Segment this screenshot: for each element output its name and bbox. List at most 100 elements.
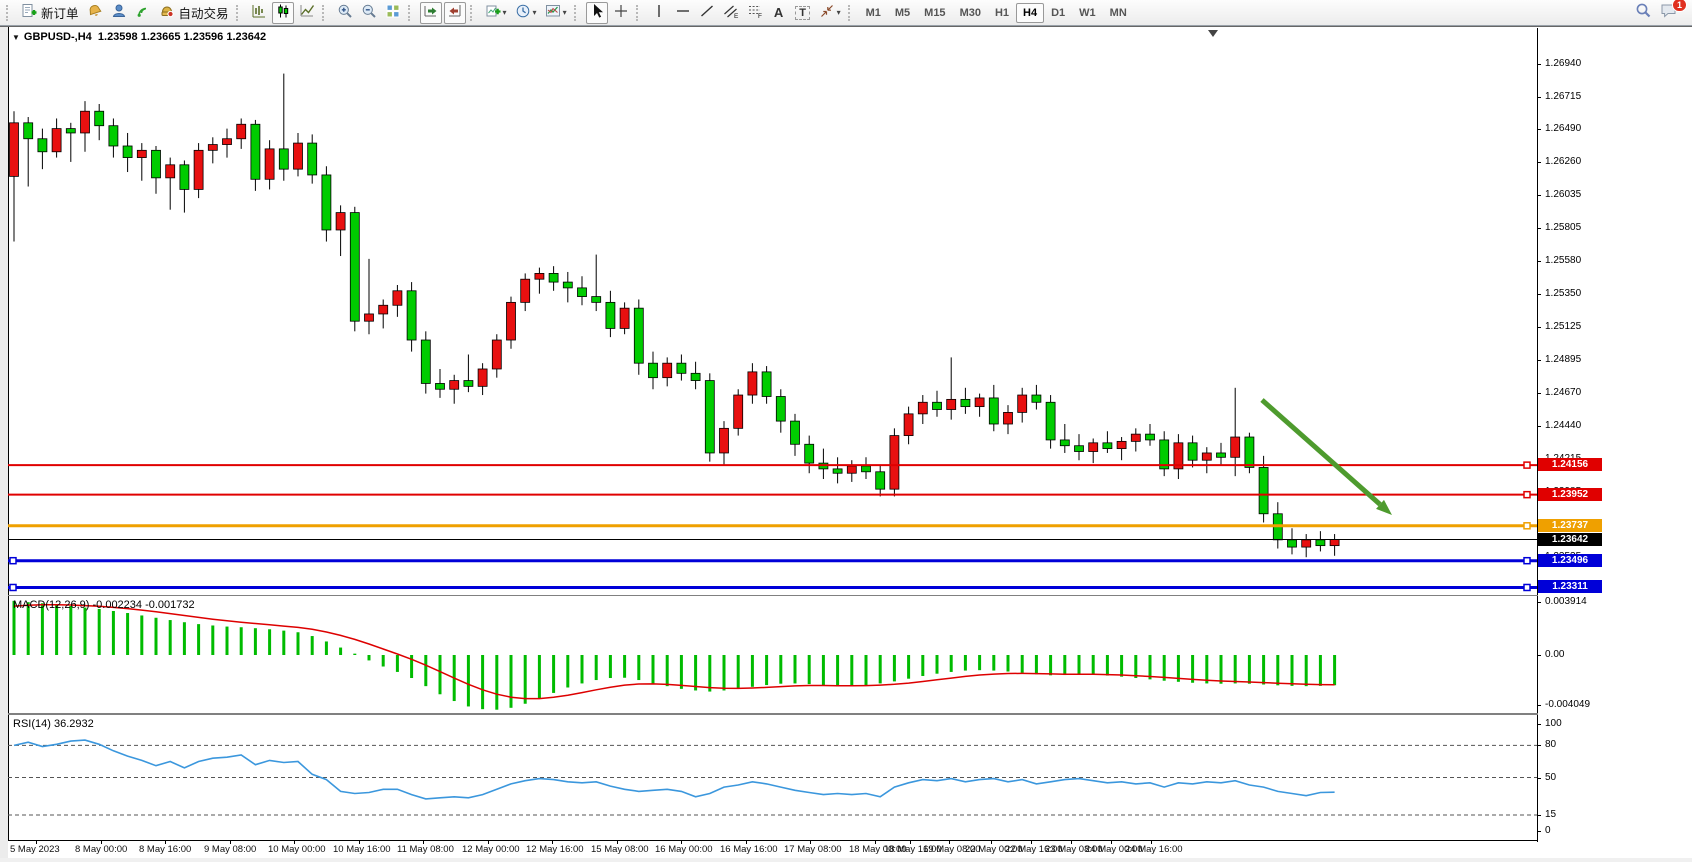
macd-bar [353, 653, 357, 655]
macd-tick-label: 0.003914 [1545, 596, 1587, 607]
macd-bar [708, 655, 712, 692]
cursor-button[interactable] [585, 1, 608, 24]
price-tick-label: 1.26035 [1545, 189, 1582, 201]
macd-bar [253, 628, 257, 655]
timeframe-button-m15[interactable]: M15 [917, 3, 952, 23]
community-button[interactable] [108, 2, 130, 24]
auto-trading-button[interactable]: 自动交易 [156, 2, 232, 24]
macd-pane[interactable] [8, 596, 1537, 713]
vertical-line-button[interactable] [648, 2, 670, 24]
macd-tick-label: 0.00 [1545, 649, 1565, 660]
zoom-in-button[interactable] [334, 2, 356, 24]
macd-bar [69, 605, 73, 655]
text-button[interactable]: A [768, 2, 790, 24]
price-axis[interactable]: 1.26940 1.26715 1.26490 1.26260 1.26035 1.258… [1537, 28, 1692, 842]
macd-bar [907, 655, 911, 679]
bar-chart-button[interactable] [248, 2, 270, 24]
equidistant-channel-button[interactable]: E [720, 2, 742, 24]
price-tick-label: 1.24895 [1545, 354, 1582, 366]
text-label-button[interactable]: T [792, 2, 814, 24]
macd-bar [665, 655, 669, 687]
auto-trading-icon [159, 3, 175, 22]
search-icon [1635, 2, 1652, 22]
macd-bar [1148, 655, 1152, 680]
candle-down [23, 122, 34, 140]
price-tick [1537, 294, 1541, 296]
timeframe-button-mn[interactable]: MN [1103, 3, 1134, 23]
search-button[interactable] [1632, 1, 1655, 23]
svg-text:E: E [734, 13, 739, 19]
crosshair-button[interactable] [610, 2, 632, 24]
macd-bar [1233, 655, 1237, 684]
new-order-button[interactable]: 新订单 [18, 2, 82, 24]
macd-bar [381, 655, 385, 667]
candle-up [662, 362, 673, 379]
trendline-button[interactable] [696, 2, 718, 24]
candle-down [1216, 452, 1226, 458]
macd-bar [1262, 655, 1266, 685]
horizontal-line-button[interactable] [672, 2, 694, 24]
line-price-label: 1.23496 [1538, 553, 1602, 567]
time-axis[interactable]: 5 May 2023 8 May 00:00 8 May 16:00 9 May 08… [8, 840, 1537, 860]
price-tick [1537, 392, 1541, 394]
rsi-tick-label: 100 [1545, 718, 1562, 729]
bell-button[interactable] [84, 2, 106, 24]
time-tick [949, 840, 950, 844]
time-tick [1071, 840, 1072, 844]
candle-up [846, 465, 857, 474]
price-tick [1537, 195, 1541, 197]
trend-arrow-object[interactable] [1260, 398, 1392, 515]
timeframe-button-m5[interactable]: M5 [888, 3, 917, 23]
macd-signal-value: -0.001732 [145, 599, 195, 611]
line-chart-button[interactable] [296, 2, 318, 24]
chart-collapse-icon[interactable]: ▼ [12, 33, 20, 42]
timeframe-button-m30[interactable]: M30 [953, 3, 988, 23]
timeframe-button-h1[interactable]: H1 [988, 3, 1016, 23]
macd-bar [736, 655, 740, 689]
macd-bar [523, 655, 527, 704]
macd-bar [1034, 655, 1038, 675]
candle-up [165, 164, 176, 179]
rsi-pane[interactable] [8, 715, 1537, 840]
candle-up [747, 371, 758, 396]
timeframe-button-d1[interactable]: D1 [1044, 3, 1072, 23]
chat-button[interactable]: 1 [1657, 0, 1687, 23]
time-tick [165, 840, 166, 844]
rsi-name: RSI(14) [13, 718, 51, 730]
timeframe-group: M1 M5 M15 M30 H1 H4 D1 W1 MN [859, 2, 1134, 23]
main-chart-pane[interactable] [8, 28, 1537, 594]
macd-bar [481, 655, 485, 710]
bell-icon [87, 3, 103, 22]
new-order-icon [21, 3, 37, 22]
indicators-button[interactable]: ▾ [482, 2, 510, 24]
rsi-pane-separator[interactable] [8, 713, 1538, 715]
arrows-tool-button[interactable]: ▾ [816, 2, 844, 24]
candle-down [1287, 539, 1297, 548]
chart-shift-button[interactable] [443, 1, 466, 24]
periods-button[interactable]: ▾ [512, 2, 540, 24]
macd-bar [1091, 655, 1095, 675]
candle-up [264, 148, 275, 180]
macd-tick [1537, 705, 1541, 706]
candle-up [207, 144, 218, 151]
templates-button[interactable]: ▾ [542, 2, 570, 24]
candlestick-button[interactable] [271, 1, 294, 24]
auto-scroll-button[interactable] [419, 1, 442, 24]
price-tick-label: 1.26715 [1545, 90, 1582, 102]
time-tick [359, 840, 360, 844]
price-tick-label: 1.24440 [1545, 420, 1582, 431]
macd-pane-separator[interactable] [8, 595, 1538, 596]
timeframe-button-m1[interactable]: M1 [859, 3, 888, 23]
price-tick [1537, 426, 1541, 427]
price-tick [1537, 326, 1541, 328]
candle-up [335, 212, 346, 231]
timeframe-button-h4[interactable]: H4 [1016, 2, 1045, 23]
tile-windows-button[interactable] [382, 2, 404, 24]
timeframe-button-w1[interactable]: W1 [1072, 3, 1103, 23]
fibonacci-button[interactable]: F [744, 2, 766, 24]
zoom-out-button[interactable] [358, 2, 380, 24]
signals-button[interactable] [132, 2, 154, 24]
macd-bar [97, 608, 101, 655]
vertical-line-icon [651, 3, 667, 22]
toolbar: 新订单 自动交易 [0, 0, 1692, 26]
